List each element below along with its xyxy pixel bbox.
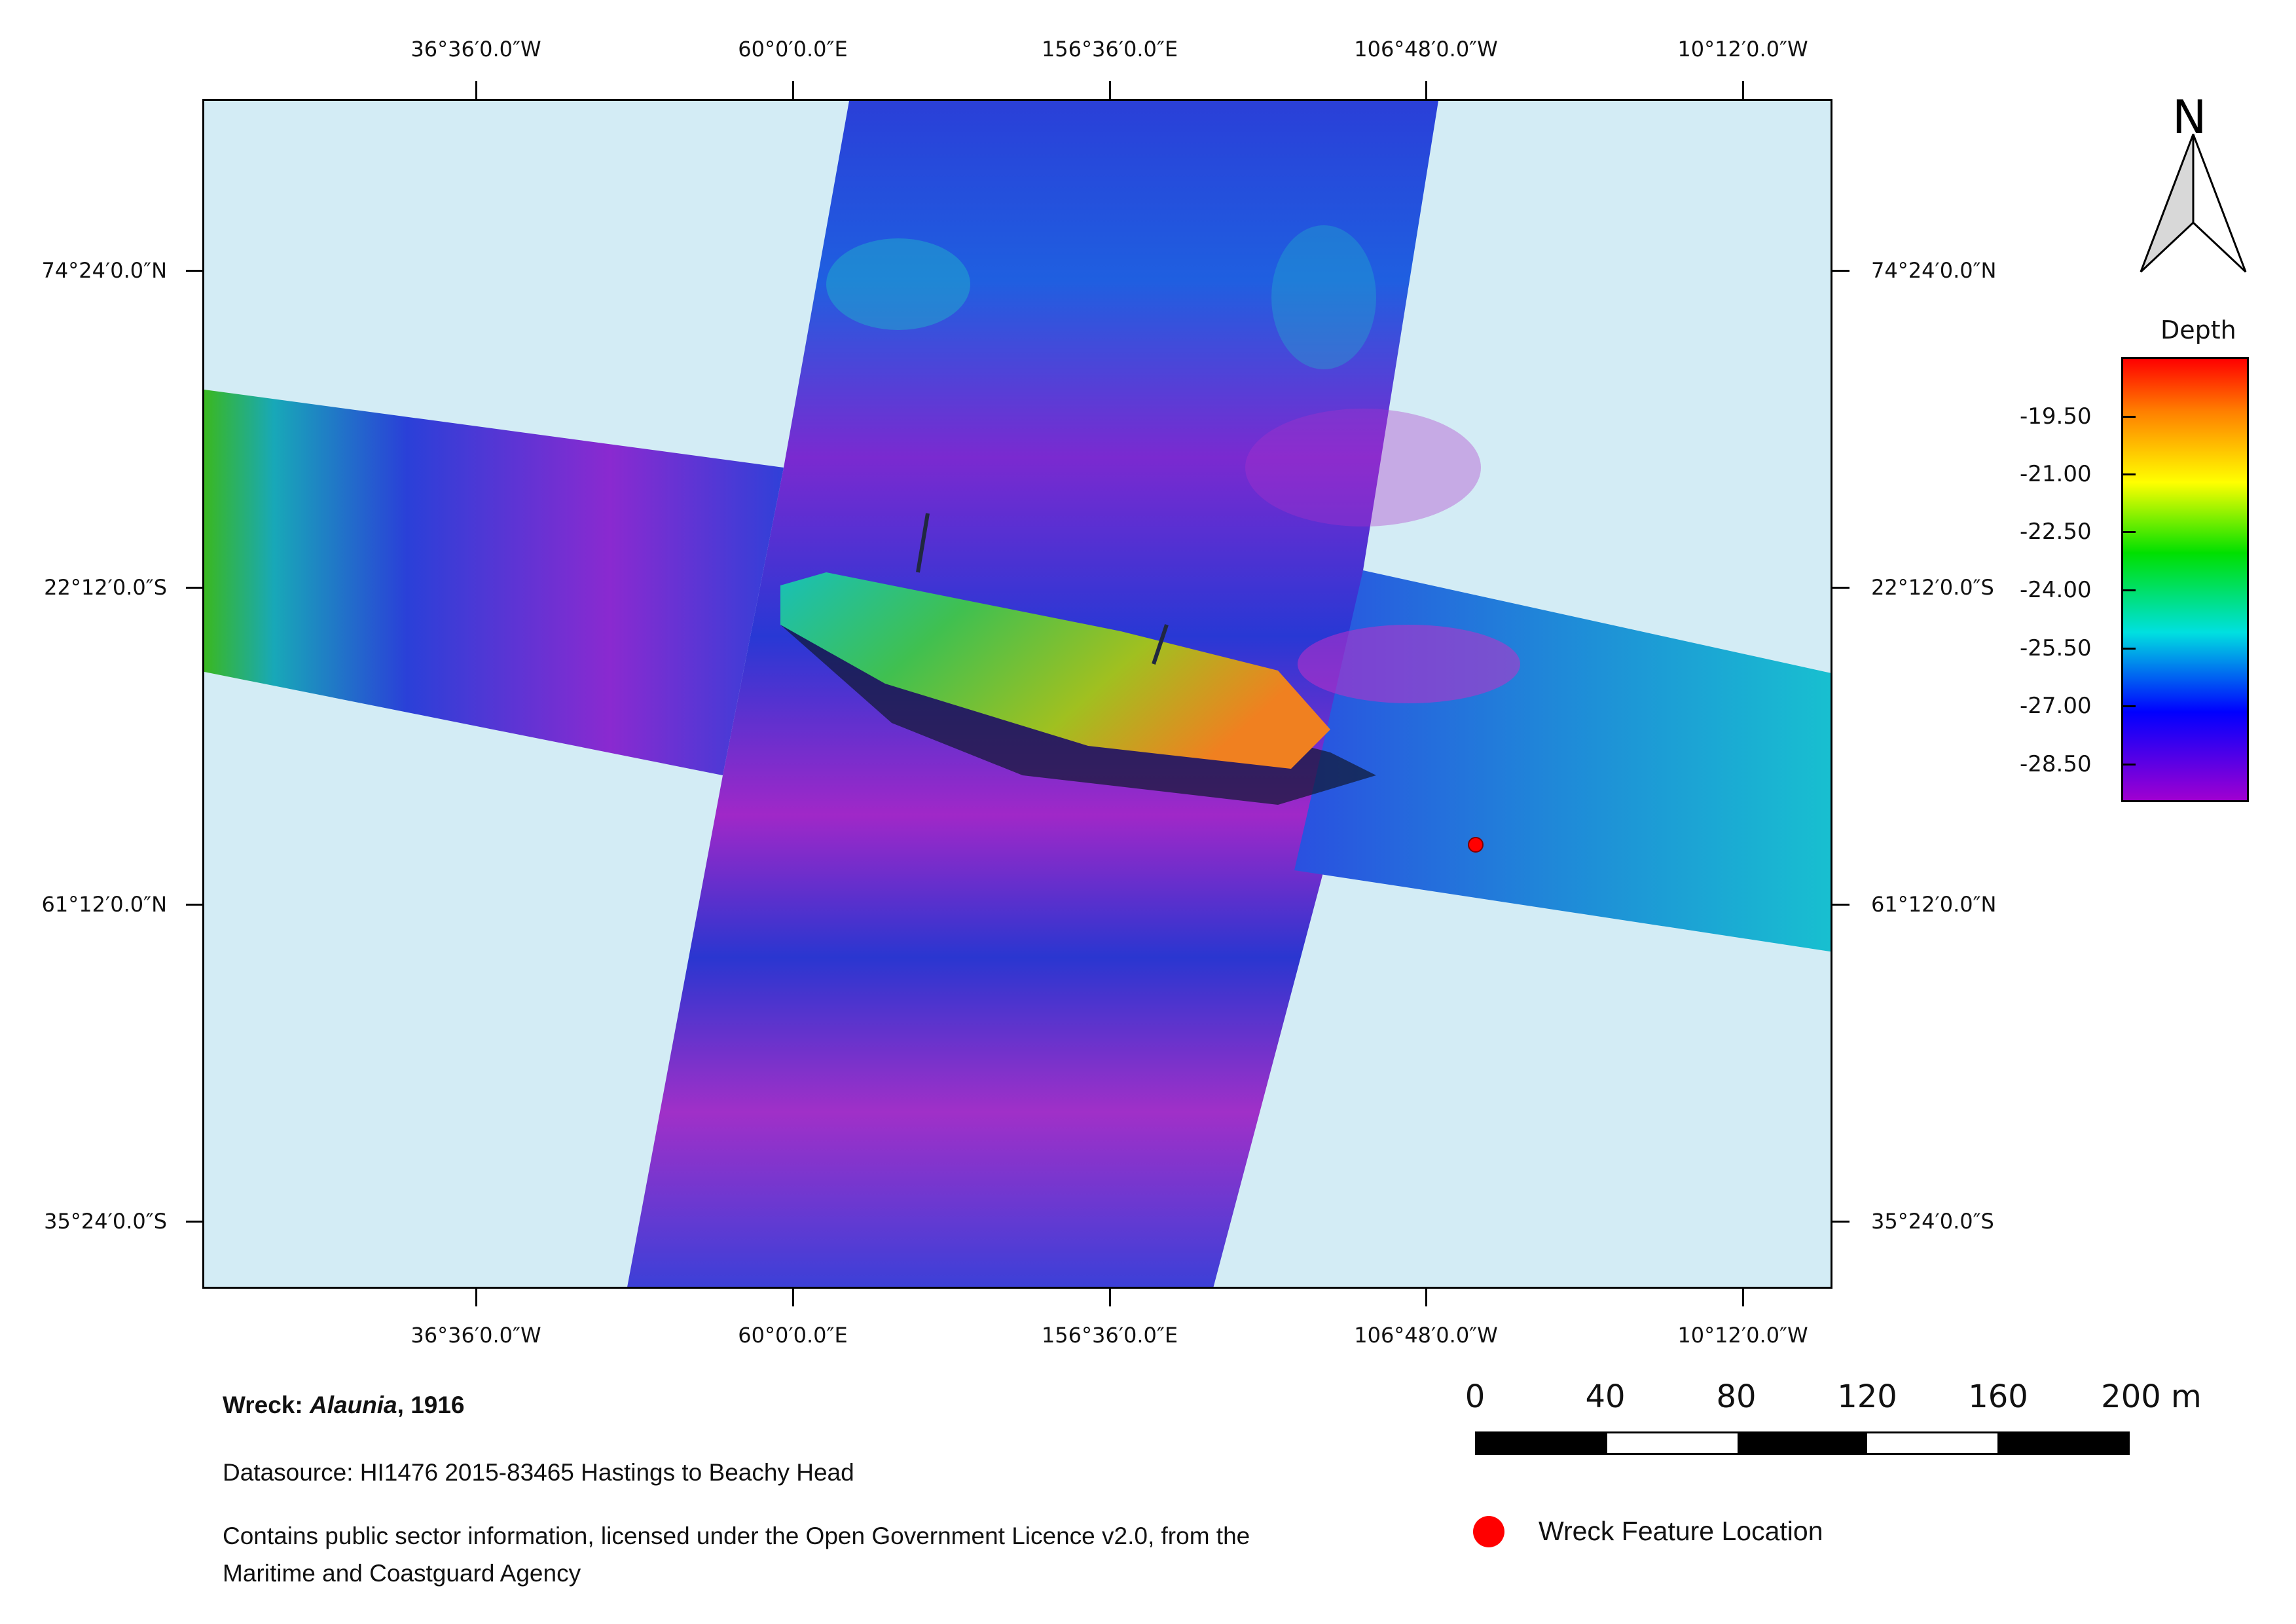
- lat-label-left-3: 61°12′0.0″N: [41, 892, 167, 917]
- tick-bottom-1: [475, 1274, 477, 1306]
- bathymetry-map[interactable]: [202, 99, 1832, 1289]
- legend-tick: [2121, 589, 2136, 591]
- lat-label-left-1: 74°24′0.0″N: [41, 258, 167, 283]
- datasource-text: Datasource: HI1476 2015-83465 Hastings t…: [223, 1459, 854, 1486]
- scale-label: 120: [1837, 1378, 1897, 1415]
- scale-segment: [1867, 1433, 1998, 1453]
- wreck-name: Alaunia: [310, 1392, 397, 1418]
- tick-right-3: [1817, 904, 1850, 906]
- wreck-hull: [780, 572, 1330, 769]
- tick-right-1: [1817, 270, 1850, 272]
- scale-label: 40: [1585, 1378, 1626, 1415]
- seabed-feature: [1245, 409, 1481, 526]
- legend-title: Depth: [2160, 316, 2236, 344]
- lat-label-right-1: 74°24′0.0″N: [1871, 258, 1997, 283]
- tick-bottom-3: [1109, 1274, 1111, 1306]
- tick-top-4: [1425, 81, 1427, 114]
- legend-tick-label: -28.50: [2020, 751, 2092, 777]
- legend-tick: [2121, 531, 2136, 533]
- north-arrow-icon: [2140, 134, 2247, 273]
- legend-tick-label: -25.50: [2020, 635, 2092, 661]
- tick-top-3: [1109, 81, 1111, 114]
- wreck-prefix: Wreck:: [223, 1392, 310, 1418]
- scale-label: 0: [1465, 1378, 1485, 1415]
- legend-tick-label: -27.00: [2020, 693, 2092, 719]
- scale-bar: [1475, 1431, 2130, 1455]
- seabed-feature: [826, 238, 970, 330]
- lon-label-top-3: 156°36′0.0″E: [1041, 37, 1178, 62]
- legend-tick: [2121, 473, 2136, 475]
- licence-text-line1: Contains public sector information, lice…: [223, 1522, 1250, 1549]
- bathymetry-survey-svg: [204, 101, 1831, 1287]
- depth-legend-colorbar: [2121, 357, 2249, 802]
- scale-segment: [1477, 1433, 1607, 1453]
- scale-segment: [1607, 1433, 1738, 1453]
- tick-bottom-4: [1425, 1274, 1427, 1306]
- licence-text-line2: Maritime and Coastguard Agency: [223, 1560, 581, 1587]
- tick-top-1: [475, 81, 477, 114]
- legend-tick-label: -21.00: [2020, 461, 2092, 487]
- lon-label-top-5: 10°12′0.0″W: [1677, 37, 1808, 62]
- wreck-feature-marker[interactable]: [1468, 837, 1484, 853]
- lon-label-bottom-5: 10°12′0.0″W: [1677, 1323, 1808, 1348]
- lon-label-top-4: 106°48′0.0″W: [1354, 37, 1498, 62]
- tick-bottom-5: [1742, 1274, 1744, 1306]
- legend-tick: [2121, 705, 2136, 707]
- tick-right-4: [1817, 1221, 1850, 1223]
- scale-label: 200 m: [2101, 1378, 2202, 1415]
- scale-label: 160: [1968, 1378, 2028, 1415]
- tick-bottom-2: [792, 1274, 794, 1306]
- seabed-feature: [1298, 625, 1520, 703]
- wreck-mast: [916, 513, 930, 573]
- lon-label-top-2: 60°0′0.0″E: [738, 37, 848, 62]
- lat-label-left-2: 22°12′0.0″S: [44, 575, 167, 600]
- legend-tick-label: -19.50: [2020, 403, 2092, 430]
- legend-tick: [2121, 416, 2136, 418]
- lon-label-bottom-2: 60°0′0.0″E: [738, 1323, 848, 1348]
- tick-right-2: [1817, 587, 1850, 589]
- wreck-marker-legend-icon: [1473, 1516, 1504, 1547]
- scale-segment: [1737, 1433, 1868, 1453]
- legend-tick-label: -24.00: [2020, 577, 2092, 603]
- wreck-year: , 1916: [397, 1392, 465, 1418]
- scale-label: 80: [1716, 1378, 1757, 1415]
- north-arrow-label: N: [2172, 90, 2207, 144]
- tick-top-5: [1742, 81, 1744, 114]
- left-survey-swath: [204, 390, 784, 775]
- legend-tick: [2121, 764, 2136, 766]
- lat-label-right-3: 61°12′0.0″N: [1871, 892, 1997, 917]
- seabed-feature: [1271, 225, 1376, 369]
- lon-label-bottom-4: 106°48′0.0″W: [1354, 1323, 1498, 1348]
- lat-label-right-4: 35°24′0.0″S: [1871, 1209, 1994, 1234]
- wreck-mast: [1152, 624, 1169, 665]
- wreck-marker-legend-label: Wreck Feature Location: [1539, 1516, 1823, 1546]
- lon-label-bottom-3: 156°36′0.0″E: [1041, 1323, 1178, 1348]
- legend-tick: [2121, 648, 2136, 650]
- lat-label-left-4: 35°24′0.0″S: [44, 1209, 167, 1234]
- scale-segment: [1997, 1433, 2128, 1453]
- wreck-title: Wreck: Alaunia, 1916: [223, 1392, 465, 1419]
- lon-label-bottom-1: 36°36′0.0″W: [410, 1323, 541, 1348]
- tick-top-2: [792, 81, 794, 114]
- lat-label-right-2: 22°12′0.0″S: [1871, 575, 1994, 600]
- legend-tick-label: -22.50: [2020, 519, 2092, 545]
- lon-label-top-1: 36°36′0.0″W: [410, 37, 541, 62]
